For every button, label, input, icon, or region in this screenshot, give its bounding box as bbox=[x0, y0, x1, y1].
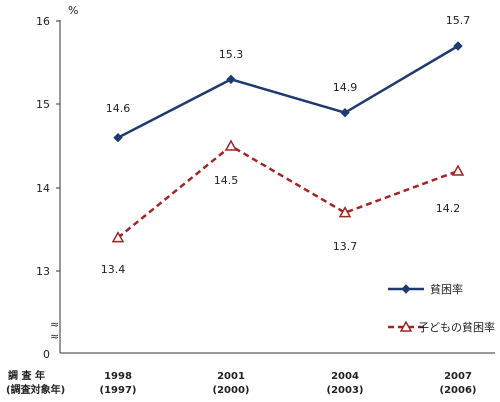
x-row-label-target-year: (調査対象年) bbox=[6, 383, 65, 396]
y-tick-label: 16 bbox=[36, 15, 50, 28]
data-label: 13.4 bbox=[101, 263, 126, 276]
legend-marker-triangle bbox=[399, 320, 413, 332]
legend: 貧困率 子どもの貧困率 bbox=[388, 282, 495, 334]
x-subcategory-label: (2006) bbox=[440, 385, 477, 396]
data-point-triangle bbox=[451, 164, 465, 176]
y-unit-label: % bbox=[68, 4, 78, 17]
x-category-label: 1998 bbox=[104, 371, 132, 382]
legend-marker-diamond bbox=[401, 284, 411, 294]
y-tick-label: 0 bbox=[43, 348, 50, 361]
data-label: 14.9 bbox=[333, 81, 358, 94]
series-line-poverty-rate bbox=[117, 44, 459, 139]
data-label: 15.3 bbox=[219, 48, 244, 61]
data-label: 14.6 bbox=[106, 102, 131, 115]
axis-break-mark: ≈ bbox=[50, 318, 59, 331]
x-subcategory-label: (2003) bbox=[327, 385, 364, 396]
data-point-diamond bbox=[340, 107, 350, 118]
data-point-diamond bbox=[113, 132, 123, 143]
x-category-label: 2001 bbox=[217, 371, 245, 382]
data-label: 14.2 bbox=[436, 202, 461, 215]
data-point-triangle bbox=[224, 139, 238, 151]
data-point-triangle bbox=[111, 231, 125, 243]
x-row-label-survey-year: 調 査 年 bbox=[8, 369, 45, 382]
data-label: 14.5 bbox=[214, 174, 239, 187]
x-category-label: 2007 bbox=[444, 371, 472, 382]
legend-label: 子どもの貧困率 bbox=[418, 320, 495, 334]
x-subcategory-label: (1997) bbox=[100, 385, 137, 396]
y-tick-label: 13 bbox=[36, 265, 50, 278]
y-tick-label: 15 bbox=[36, 98, 50, 111]
axis-break-mark-2: ≈ bbox=[50, 330, 59, 343]
data-label: 15.7 bbox=[446, 14, 471, 27]
data-point-diamond bbox=[226, 74, 236, 85]
data-label: 13.7 bbox=[333, 240, 358, 253]
series-markers-poverty-rate bbox=[113, 41, 463, 143]
data-point-diamond bbox=[453, 41, 463, 51]
y-tick-label: 14 bbox=[36, 182, 50, 195]
data-point-triangle bbox=[338, 206, 352, 218]
series-line-child-poverty-rate bbox=[117, 144, 459, 239]
x-subcategory-label: (2000) bbox=[213, 385, 250, 396]
legend-label: 貧困率 bbox=[430, 282, 463, 296]
series-markers-child-poverty-rate bbox=[111, 139, 465, 243]
x-category-label: 2004 bbox=[331, 371, 359, 382]
